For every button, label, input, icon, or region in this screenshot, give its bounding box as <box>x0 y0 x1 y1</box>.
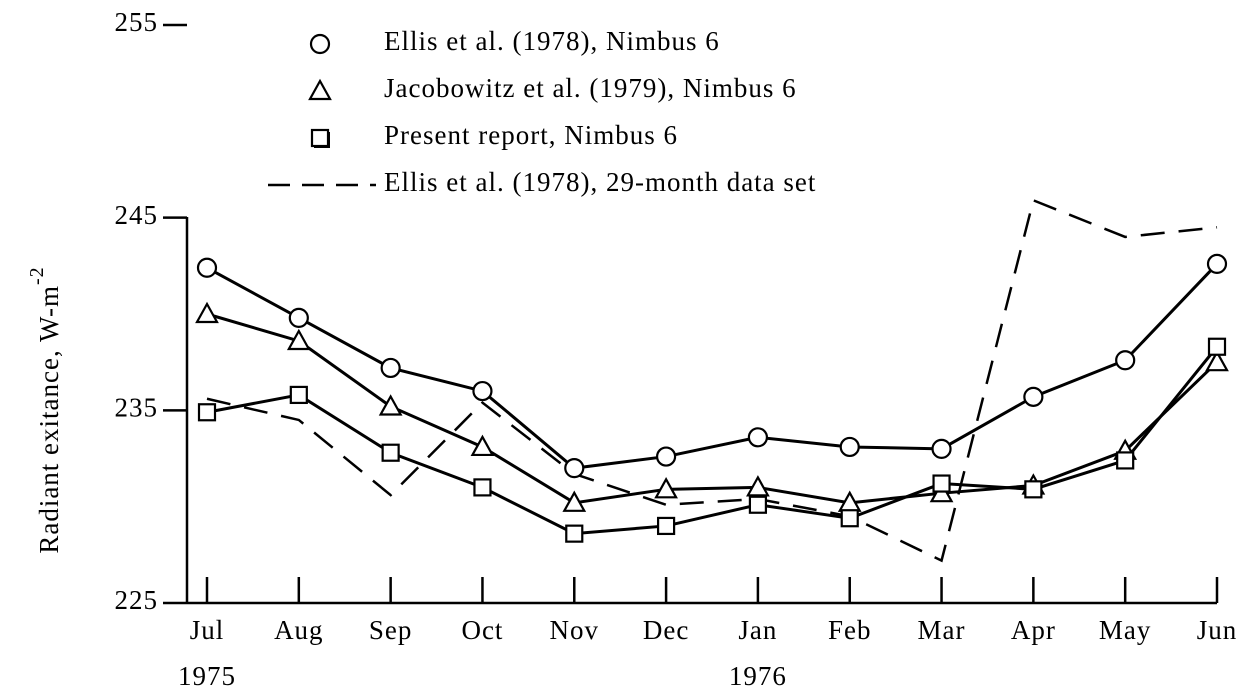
legend-label: Jacobowitz et al. (1979), Nimbus 6 <box>384 73 797 103</box>
point <box>1024 480 1043 499</box>
point <box>196 257 218 278</box>
legend-marker <box>308 78 332 101</box>
series-line <box>206 312 1219 505</box>
y-axis-label-text: Radiant exitance, W-m <box>34 285 64 554</box>
point <box>1023 386 1044 407</box>
x-tick-label: May <box>1099 615 1152 645</box>
point <box>840 509 859 528</box>
year-label: 1975 <box>178 661 236 691</box>
x-tick-label: Jun <box>1197 615 1238 645</box>
point <box>654 477 678 499</box>
point <box>565 524 584 543</box>
point <box>932 474 951 493</box>
y-tick-label: 235 <box>115 393 159 423</box>
point <box>746 475 770 497</box>
y-axis-label-superscript: -2 <box>26 266 48 285</box>
point <box>378 394 403 416</box>
point <box>1207 337 1227 356</box>
point <box>1116 451 1135 470</box>
x-tick-label: Dec <box>643 615 689 645</box>
point <box>380 357 401 379</box>
point <box>1115 350 1136 371</box>
x-tick-label: Jul <box>190 615 225 645</box>
x-tick-label: Sep <box>369 615 413 645</box>
legend-label: Present report, Nimbus 6 <box>384 120 678 150</box>
point <box>195 301 219 324</box>
point <box>655 446 677 467</box>
series-line <box>206 345 1219 536</box>
x-tick-label: Apr <box>1011 615 1056 645</box>
point <box>197 403 217 422</box>
legend-marker <box>309 33 331 55</box>
point <box>564 458 585 479</box>
point <box>748 495 768 514</box>
point <box>472 380 493 402</box>
point <box>931 438 952 459</box>
legend-label: Ellis et al. (1978), Nimbus 6 <box>384 26 720 56</box>
x-tick-label: Oct <box>461 615 503 645</box>
point <box>747 427 769 448</box>
year-label: 1976 <box>729 661 787 691</box>
point <box>381 443 400 462</box>
x-tick-label: Nov <box>550 615 600 645</box>
x-tick-label: Aug <box>274 615 324 645</box>
series-line <box>206 198 1218 563</box>
y-tick-label: 255 <box>115 7 159 37</box>
point <box>286 328 311 351</box>
point <box>656 516 676 536</box>
y-tick-label: 225 <box>115 585 159 615</box>
point <box>288 307 309 328</box>
y-axis-label: Radiant exitance, W-m-2 <box>26 266 65 553</box>
series-line <box>206 262 1219 470</box>
point <box>473 478 492 497</box>
point <box>289 385 308 405</box>
y-tick-label: 245 <box>115 200 159 230</box>
x-tick-label: Mar <box>918 615 966 645</box>
legend-label: Ellis et al. (1978), 29-month data set <box>384 167 816 197</box>
legend-marker <box>310 128 330 148</box>
point <box>1205 349 1229 372</box>
point <box>562 490 587 512</box>
point <box>1206 253 1228 275</box>
x-tick-label: Jan <box>738 615 777 645</box>
point <box>470 434 495 457</box>
point <box>839 436 860 458</box>
x-tick-label: Feb <box>828 615 872 645</box>
